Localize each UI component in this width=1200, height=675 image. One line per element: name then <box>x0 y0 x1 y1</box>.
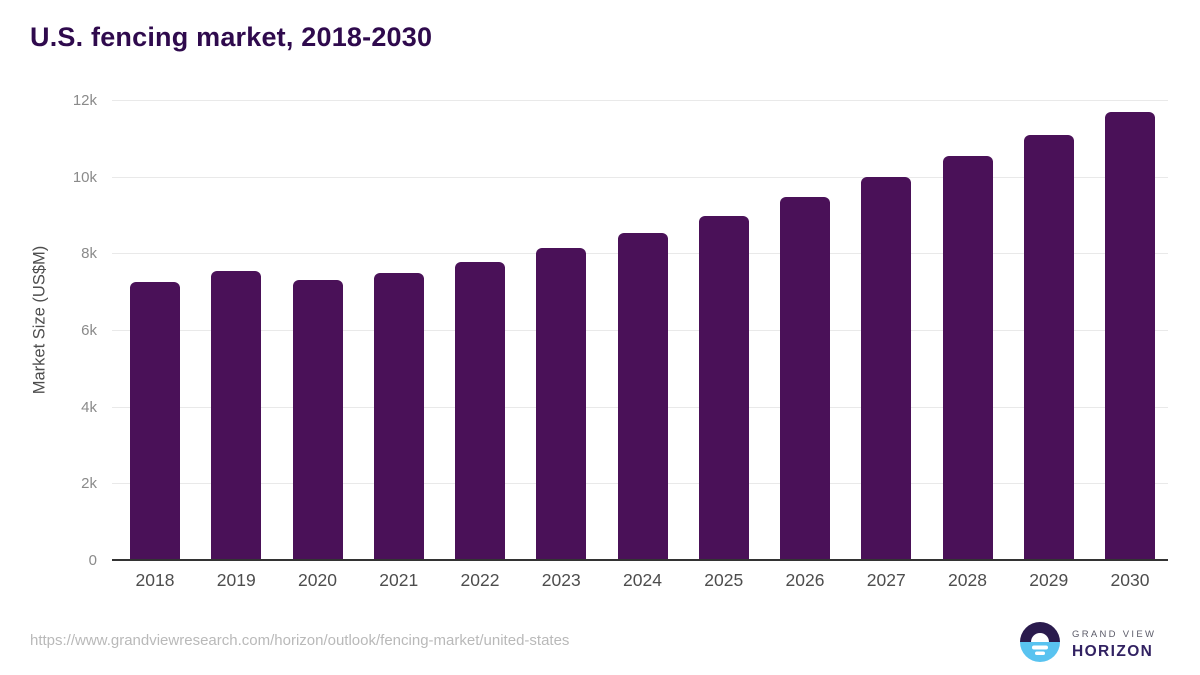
x-axis-line <box>112 559 1168 561</box>
source-url: https://www.grandviewresearch.com/horizo… <box>30 632 570 649</box>
y-tick-label: 6k <box>81 322 97 339</box>
bar-2021 <box>373 273 424 560</box>
x-tick-label: 2030 <box>1110 570 1150 590</box>
x-tick-label: 2023 <box>541 570 581 590</box>
bar-2018 <box>130 282 180 560</box>
x-tick-label: 2018 <box>135 570 175 590</box>
bar-2030 <box>1105 111 1155 560</box>
brand-logo-text: GRAND VIEW HORIZON <box>1072 629 1156 661</box>
y-tick-label: 2k <box>81 475 97 493</box>
brand-name-bottom: HORIZON <box>1072 642 1154 660</box>
bar-2019 <box>211 270 262 560</box>
y-tick-label: 0 <box>88 552 97 569</box>
bar-2025 <box>698 216 749 560</box>
chart-title: U.S. fencing market, 2018-2030 <box>30 22 433 52</box>
brand-logo: GRAND VIEW HORIZON <box>1018 620 1156 669</box>
y-tick-label: 4k <box>81 398 97 416</box>
bar-2028 <box>942 155 993 560</box>
bar-2024 <box>617 232 668 560</box>
bar-2022 <box>455 261 505 560</box>
y-tick-label: 12k <box>72 92 97 109</box>
brand-name-top: GRAND VIEW <box>1072 628 1157 640</box>
gridline <box>112 100 1168 101</box>
x-tick-label: 2024 <box>623 570 662 590</box>
bar-2023 <box>536 247 587 560</box>
gridline <box>112 176 1168 178</box>
x-tick-label: 2022 <box>460 570 500 590</box>
x-tick-label: 2029 <box>1029 570 1069 590</box>
x-tick-label: 2021 <box>379 570 419 590</box>
x-tick-label: 2025 <box>704 570 744 590</box>
horizon-logo-icon <box>1018 620 1062 669</box>
x-tick-label: 2028 <box>948 570 987 590</box>
bar-2027 <box>861 177 912 560</box>
x-tick-label: 2026 <box>785 570 825 590</box>
y-tick-label: 10k <box>72 168 97 186</box>
y-tick-label: 8k <box>81 245 97 263</box>
y-axis-title: Market Size (US$M) <box>30 245 49 395</box>
bar-2020 <box>292 280 343 560</box>
bar-2026 <box>780 196 830 560</box>
x-tick-label: 2027 <box>866 570 906 590</box>
bar-2029 <box>1023 134 1074 560</box>
x-tick-label: 2019 <box>216 570 256 590</box>
x-tick-label: 2020 <box>298 570 337 590</box>
